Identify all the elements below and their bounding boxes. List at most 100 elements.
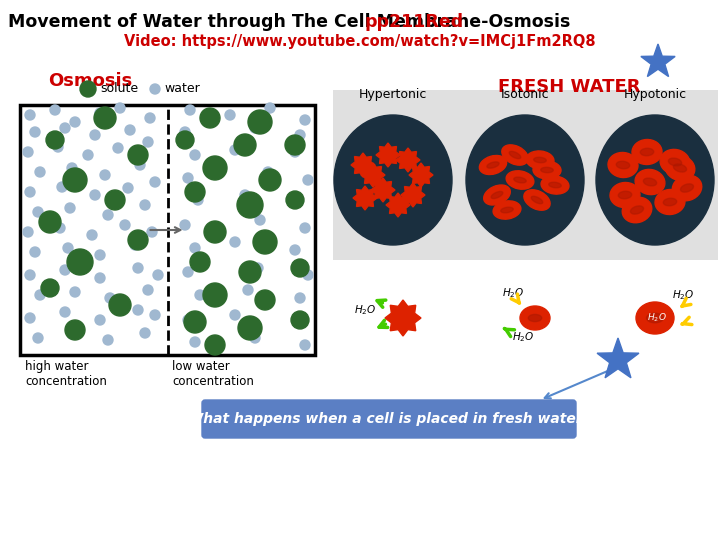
Circle shape: [193, 195, 203, 205]
Circle shape: [65, 320, 85, 340]
Circle shape: [259, 169, 281, 191]
Text: Video: https://www.youtube.com/watch?v=IMCj1Fm2RQ8: Video: https://www.youtube.com/watch?v=I…: [124, 34, 596, 49]
Circle shape: [95, 315, 105, 325]
Circle shape: [83, 150, 93, 160]
Circle shape: [103, 210, 113, 220]
Circle shape: [95, 108, 105, 118]
Circle shape: [95, 250, 105, 260]
Circle shape: [50, 105, 60, 115]
Circle shape: [105, 293, 115, 303]
Ellipse shape: [668, 158, 682, 166]
Ellipse shape: [663, 198, 677, 206]
Ellipse shape: [632, 139, 662, 165]
Polygon shape: [385, 300, 421, 336]
Text: Movement of Water through The Cell Membrane-Osmosis: Movement of Water through The Cell Membr…: [8, 13, 577, 31]
Circle shape: [125, 125, 135, 135]
Ellipse shape: [640, 148, 654, 156]
Circle shape: [253, 230, 277, 254]
Circle shape: [65, 203, 75, 213]
Circle shape: [263, 167, 273, 177]
Ellipse shape: [533, 161, 561, 179]
Ellipse shape: [618, 191, 631, 199]
Circle shape: [239, 261, 261, 283]
Circle shape: [265, 103, 275, 113]
Circle shape: [300, 340, 310, 350]
Ellipse shape: [665, 156, 695, 181]
Ellipse shape: [466, 115, 584, 245]
Circle shape: [234, 134, 256, 156]
Bar: [20, 105, 315, 355]
Circle shape: [90, 190, 100, 200]
Circle shape: [105, 190, 125, 210]
Circle shape: [123, 183, 133, 193]
Circle shape: [67, 249, 93, 275]
Ellipse shape: [644, 178, 657, 186]
Circle shape: [295, 130, 305, 140]
Ellipse shape: [655, 190, 685, 214]
Ellipse shape: [608, 152, 638, 178]
FancyBboxPatch shape: [202, 400, 576, 438]
Ellipse shape: [673, 164, 687, 172]
Circle shape: [190, 243, 200, 253]
Circle shape: [30, 247, 40, 257]
Ellipse shape: [524, 190, 550, 210]
Circle shape: [39, 211, 61, 233]
Text: What happens when a cell is placed in fresh water?: What happens when a cell is placed in fr…: [188, 412, 590, 426]
Circle shape: [25, 110, 35, 120]
Circle shape: [95, 273, 105, 283]
Circle shape: [180, 127, 190, 137]
Circle shape: [185, 182, 205, 202]
Circle shape: [250, 333, 260, 343]
Circle shape: [145, 113, 155, 123]
Circle shape: [25, 313, 35, 323]
Circle shape: [143, 137, 153, 147]
Ellipse shape: [502, 145, 528, 165]
Text: pp211Red: pp211Red: [364, 13, 464, 31]
Polygon shape: [376, 143, 400, 167]
Text: FRESH WATER: FRESH WATER: [498, 78, 640, 96]
Circle shape: [150, 310, 160, 320]
Circle shape: [176, 131, 194, 149]
Circle shape: [183, 315, 193, 325]
Circle shape: [203, 283, 227, 307]
Circle shape: [293, 197, 303, 207]
Circle shape: [190, 150, 200, 160]
Circle shape: [230, 237, 240, 247]
Circle shape: [30, 127, 40, 137]
Circle shape: [183, 173, 193, 183]
Polygon shape: [597, 338, 639, 378]
Ellipse shape: [520, 306, 550, 330]
Circle shape: [55, 223, 65, 233]
Circle shape: [180, 220, 190, 230]
Polygon shape: [641, 44, 675, 77]
Circle shape: [183, 267, 193, 277]
Text: $H_2O$: $H_2O$: [502, 286, 524, 300]
Circle shape: [35, 167, 45, 177]
Circle shape: [286, 191, 304, 209]
Ellipse shape: [531, 196, 543, 204]
Polygon shape: [401, 183, 425, 207]
Circle shape: [204, 221, 226, 243]
Circle shape: [128, 230, 148, 250]
Ellipse shape: [526, 151, 554, 169]
Circle shape: [109, 294, 131, 316]
Circle shape: [60, 307, 70, 317]
Circle shape: [290, 147, 300, 157]
Circle shape: [248, 110, 272, 134]
Circle shape: [253, 263, 263, 273]
Circle shape: [240, 190, 250, 200]
Text: Isotonic: Isotonic: [500, 88, 549, 101]
Circle shape: [23, 227, 33, 237]
Circle shape: [290, 245, 300, 255]
Circle shape: [291, 259, 309, 277]
Circle shape: [230, 145, 240, 155]
Circle shape: [238, 316, 262, 340]
Text: low water
concentration: low water concentration: [173, 360, 254, 388]
Circle shape: [255, 215, 265, 225]
Ellipse shape: [616, 161, 630, 169]
Circle shape: [150, 84, 160, 94]
Ellipse shape: [480, 156, 507, 174]
Circle shape: [133, 305, 143, 315]
Circle shape: [143, 285, 153, 295]
Circle shape: [285, 135, 305, 155]
